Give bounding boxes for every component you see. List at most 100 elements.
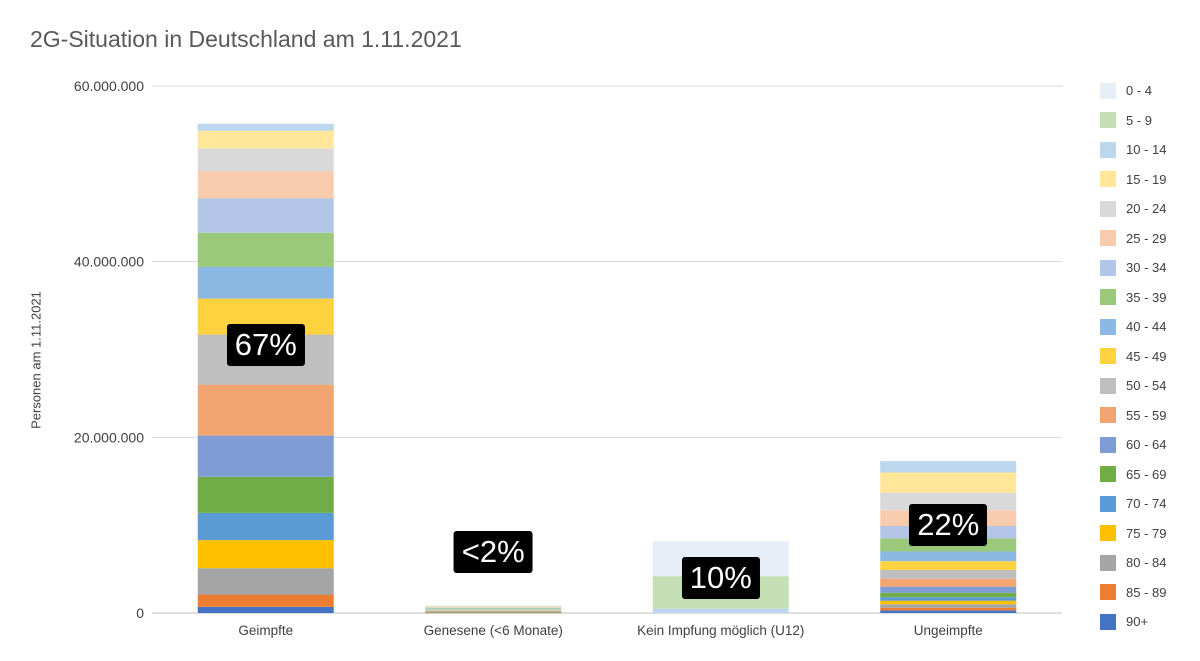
bar-segment (425, 612, 562, 613)
bar-segment (425, 606, 562, 607)
bar-segment (197, 512, 334, 541)
legend-label: 30 - 34 (1126, 260, 1167, 276)
bar-segment (425, 607, 562, 609)
legend-swatch (1100, 436, 1116, 453)
bar-segment (880, 597, 1017, 601)
legend-swatch (1100, 141, 1116, 158)
legend-item: 30 - 34 (1100, 253, 1195, 283)
legend-item: 85 - 89 (1100, 578, 1195, 608)
bar-segment (652, 608, 789, 613)
legend-item: 60 - 64 (1100, 430, 1195, 460)
legend-item: 20 - 24 (1100, 194, 1195, 224)
legend-item: 75 - 79 (1100, 519, 1195, 549)
legend-label: 90+ (1126, 614, 1149, 630)
y-tick-label: 60.000.000 (74, 78, 144, 94)
legend-label: 55 - 59 (1126, 407, 1167, 423)
bar-segment (425, 605, 562, 607)
bar-segment (197, 568, 334, 595)
legend-label: 85 - 89 (1126, 584, 1167, 600)
bar-segment (425, 607, 562, 608)
legend-label: 45 - 49 (1126, 348, 1167, 364)
legend-swatch (1100, 466, 1116, 483)
legend-item: 50 - 54 (1100, 371, 1195, 401)
legend-item: 45 - 49 (1100, 342, 1195, 372)
chart-title: 2G-Situation in Deutschland am 1.11.2021 (30, 26, 462, 52)
bar-segment (197, 232, 334, 267)
bar-segment (425, 609, 562, 611)
bar-segment (880, 610, 1017, 613)
legend-swatch (1100, 407, 1116, 424)
legend-label: 10 - 14 (1126, 142, 1167, 158)
y-axis-ticks: 0 20.000.000 40.000.000 60.000.000 (74, 78, 144, 621)
bar-segment (880, 586, 1017, 593)
legend-swatch (1100, 495, 1116, 512)
bar-segment (425, 605, 562, 606)
legend-swatch (1100, 318, 1116, 335)
legend-swatch (1100, 613, 1116, 630)
bar-segment (425, 612, 562, 614)
legend-item: 70 - 74 (1100, 489, 1195, 519)
bar-segment (197, 123, 334, 131)
legend-swatch (1100, 230, 1116, 247)
bar-segment (880, 607, 1017, 611)
legend-label: 20 - 24 (1126, 201, 1167, 217)
legend-item: 15 - 19 (1100, 165, 1195, 195)
legend-swatch (1100, 200, 1116, 217)
legend-label: 65 - 69 (1126, 466, 1167, 482)
legend-label: 80 - 84 (1126, 555, 1167, 571)
legend-swatch (1100, 171, 1116, 188)
bar-segment (197, 540, 334, 569)
bar-segment (197, 606, 334, 613)
bar-segment (197, 171, 334, 199)
bar-segment (425, 610, 562, 611)
legend-swatch (1100, 289, 1116, 306)
bar-segment (880, 592, 1017, 598)
bar-segment (197, 435, 334, 477)
bar-segment (880, 551, 1017, 562)
legend-item: 5 - 9 (1100, 106, 1195, 136)
x-tick-label: Genesene (<6 Monate) (424, 623, 563, 638)
x-axis-ticks: Geimpfte Genesene (<6 Monate) Kein Impfung… (238, 623, 982, 638)
legend-label: 0 - 4 (1126, 83, 1153, 99)
bar-segment (425, 606, 562, 608)
legend-item: 10 - 14 (1100, 135, 1195, 165)
legend-item: 25 - 29 (1100, 224, 1195, 254)
bar-segment (880, 472, 1017, 493)
legend-item: 90+ (1100, 607, 1195, 637)
bar-segment (197, 594, 334, 607)
legend: 0 - 4 5 - 9 10 - 14 15 - 19 20 - 24 25 - 29 30… (1100, 76, 1195, 637)
legend-label: 70 - 74 (1126, 496, 1167, 512)
legend-swatch (1100, 554, 1116, 571)
legend-label: 60 - 64 (1126, 437, 1167, 453)
percentage-annotation: <2% (453, 530, 533, 573)
legend-item: 40 - 44 (1100, 312, 1195, 342)
y-tick-label: 20.000.000 (74, 429, 144, 445)
bar-segment (880, 578, 1017, 587)
legend-label: 15 - 19 (1126, 171, 1167, 187)
bar-segment (425, 611, 562, 613)
legend-item: 80 - 84 (1100, 548, 1195, 578)
percentage-annotation: 22% (909, 504, 988, 547)
x-tick-label: Ungeimpfte (914, 623, 983, 638)
bar-segment (425, 610, 562, 612)
legend-label: 50 - 54 (1126, 378, 1167, 394)
legend-swatch (1100, 82, 1116, 99)
bar-segment (197, 476, 334, 513)
bar-segment (197, 148, 334, 172)
legend-item: 55 - 59 (1100, 401, 1195, 431)
x-tick-label: Geimpfte (238, 623, 293, 638)
bar-segment (425, 608, 562, 610)
legend-label: 75 - 79 (1126, 525, 1167, 541)
stacked-bar-chart: 0 20.000.000 40.000.000 60.000.000 Geimpfte… (74, 78, 1062, 638)
legend-item: 65 - 69 (1100, 460, 1195, 490)
bar-segment (880, 600, 1017, 605)
legend-item: 0 - 4 (1100, 76, 1195, 106)
x-tick-label: Kein Impfung möglich (U12) (637, 623, 804, 638)
legend-label: 25 - 29 (1126, 230, 1167, 246)
legend-label: 35 - 39 (1126, 289, 1167, 305)
legend-swatch (1100, 259, 1116, 276)
legend-swatch (1100, 112, 1116, 129)
bar-segment (197, 384, 334, 436)
percentage-annotation: 10% (681, 556, 760, 599)
bar-segment (197, 266, 334, 299)
